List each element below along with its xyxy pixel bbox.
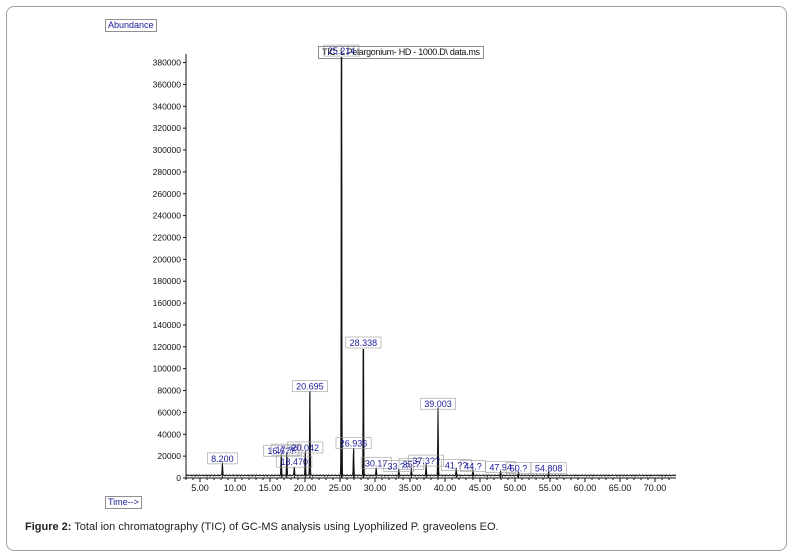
peak-label-box [345,336,382,349]
peak-label: 25.214 [323,44,360,57]
y-axis: 0 20000 40000 60000 80000 100000 120000 140000 1… [153,54,187,483]
peak-label-text: 18.470 [281,457,309,467]
x-tick-label: 40.00 [434,483,457,493]
y-tick-label: 100000 [153,364,182,374]
x-tick-label: 55.00 [539,483,562,493]
peak-label-text: 44.? [464,462,482,472]
peak-label-text: 54.808 [535,464,563,474]
peak-label-text: 30.17 [365,458,388,468]
peak-label: 50.? [505,462,532,475]
peak-label: 44.? [460,460,486,472]
peak-label-box [291,380,328,393]
peak-labels: 8.200 16.6??17.?? 18.470 20.042 20.695 25.214… [207,44,567,475]
peak-label-text: 47.94 [489,463,512,473]
peak-label-box [323,44,360,57]
x-axis-label: Time--> [105,496,142,509]
peak-label-box [440,459,472,471]
tic-trace [186,76,677,478]
x-tick-label: 25.00 [329,483,352,493]
x-tick-label: 65.00 [609,483,632,493]
x-tick-label: 60.00 [574,483,597,493]
peak-label-box [271,443,303,456]
peak-label: 39.003 [420,397,456,410]
peak-label: 17.?? [271,443,303,456]
peak-label-box [420,397,456,410]
peak-label-text: 41.?? [445,460,468,470]
peak-label-box [530,462,567,475]
peak-label-text: 50.? [510,464,528,474]
peak-label-box [276,455,313,468]
y-tick-label: 360000 [153,79,182,89]
peak-label-text: 25.214 [328,46,356,56]
peak-label-text: 20.695 [296,382,324,392]
peak-label-text: 20.042 [292,443,320,453]
peak-label: 30.17 [360,456,392,469]
peak-label: 41.?? [440,459,472,471]
peaks [221,57,550,478]
peak-label-box [360,456,392,469]
peak-label-text: 8.200 [211,454,234,464]
figure-caption: Figure 2: Total ion chromatography (TIC)… [25,521,499,533]
chart-title: TIC: L Pelargonium- HD - 1000.D\ data.ms [318,46,484,59]
x-tick-label: 5.00 [191,483,209,493]
peak-label-text: 26.936 [340,439,368,449]
peak-label-text: 16.6?? [267,446,295,456]
caption-text: Total ion chromatography (TIC) of GC-MS … [71,521,499,533]
peak-label: 8.200 [207,452,238,465]
x-tick-label: 20.00 [294,483,317,493]
peak-label-box [335,437,372,449]
peak-label-text: 39.003 [424,399,452,409]
peak-label-box [207,452,238,465]
y-tick-label: 160000 [153,298,182,308]
peak-label-text: 17.?? [276,445,299,455]
peak-label-box [485,461,516,473]
peak-label: 20.042 [287,441,324,454]
y-tick-label: 200000 [153,254,182,264]
peak-label: 26.936 [335,437,372,449]
y-tick-label: 220000 [153,232,182,242]
x-tick-label: 45.00 [469,483,492,493]
y-axis-label: Abundance [105,19,157,32]
peak-label: 28.338 [345,336,382,349]
y-tick-label: 180000 [153,276,182,286]
y-tick-label: 260000 [153,189,182,199]
peak-label: 18.470 [276,455,313,468]
figure-frame [6,6,787,551]
y-tick-label: 380000 [153,58,182,68]
y-tick-label: 340000 [153,101,182,111]
y-tick-label: 320000 [153,123,182,133]
y-tick-label: 60000 [157,407,181,417]
peak-label: 20.695 [291,380,328,393]
y-tick-label: 40000 [157,429,181,439]
x-axis: 5.00 10.00 15.00 20.00 25.00 30.00 35.00 40.00 4… [186,477,676,493]
peak-label: 54.808 [530,462,567,475]
x-tick-label: 35.00 [399,483,422,493]
y-tick-label: 280000 [153,167,182,177]
peak-label-box [408,454,445,467]
y-tick-label: 80000 [157,386,181,396]
x-tick-label: 10.00 [224,483,247,493]
y-tick-label: 120000 [153,342,182,352]
peak-label-text: 35.? [403,459,421,469]
y-tick-label: 240000 [153,211,182,221]
x-tick-label: 30.00 [364,483,387,493]
x-tick-label: 70.00 [644,483,667,493]
peak-label-box [398,458,425,470]
y-tick-label: 140000 [153,320,182,330]
peak-label-text: 37.3?? [412,456,440,466]
peak-label: 47.94 [485,461,516,473]
caption-prefix: Figure 2: [25,521,72,533]
peak-label-box [287,441,324,454]
x-tick-label: 15.00 [259,483,282,493]
y-tick-label: 0 [176,473,181,483]
y-tick-label: 20000 [157,451,181,461]
y-tick-label: 300000 [153,145,182,155]
peak-label: 37.3?? [408,454,445,467]
peak-label-text: 28.338 [350,338,378,348]
peak-label: 35.? [398,458,425,470]
x-tick-label: 50.00 [504,483,527,493]
